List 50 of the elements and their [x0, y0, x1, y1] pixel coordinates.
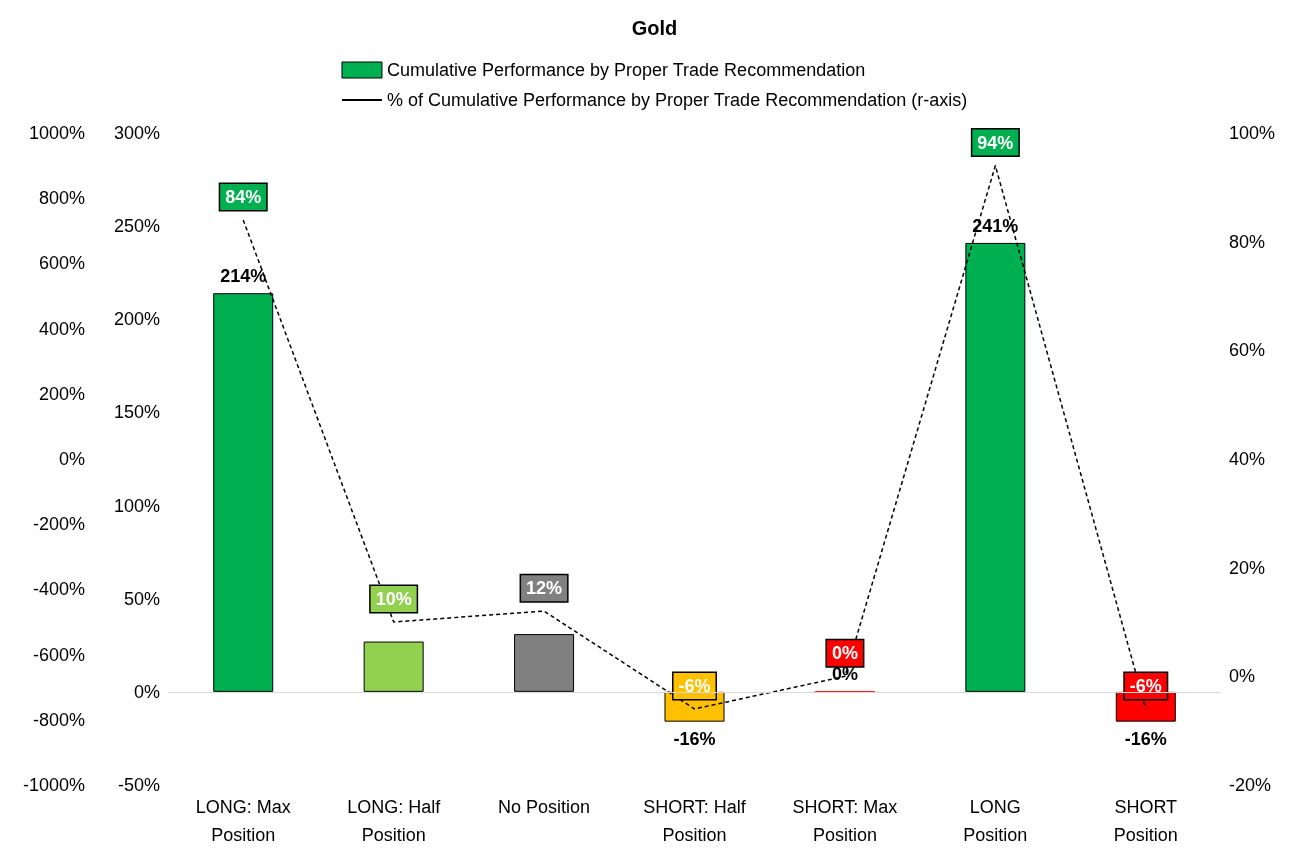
y2-tick-label: 100% — [1229, 123, 1276, 143]
y2-tick-label: 80% — [1229, 231, 1266, 252]
data-label: 0% — [831, 643, 858, 664]
chart-title: Gold — [631, 17, 678, 39]
x-tick-label: LONG: Half Position — [347, 797, 442, 845]
y3-tick-label: -200% — [32, 514, 85, 535]
y-tick-label: 300% — [113, 123, 160, 143]
data-label: -16% — [1124, 728, 1167, 749]
x-tick-label: SHORT: Half Position — [643, 797, 747, 845]
y-tick-label: 0% — [133, 681, 160, 702]
y3-tick-label: 1000% — [28, 123, 85, 143]
y3-tick-label: 600% — [38, 253, 85, 274]
y-tick-label: 50% — [123, 588, 160, 609]
y-tick-label: 250% — [113, 216, 160, 237]
y3-tick-label: 200% — [38, 383, 85, 404]
y3-tick-label: -800% — [32, 709, 85, 730]
y3-tick-label: -400% — [32, 579, 85, 600]
bar — [965, 242, 1026, 692]
legend-label: % of Cumulative Performance by Proper Trade Recommendation (r-axis) — [386, 90, 968, 110]
y2-tick-label: 20% — [1229, 557, 1266, 578]
y3-tick-label: -1000% — [22, 775, 85, 795]
y3-tick-label: 0% — [58, 449, 85, 469]
data-label: -16% — [673, 728, 716, 749]
bar — [363, 641, 424, 692]
data-label: 0% — [831, 664, 858, 685]
x-tick-label: LONG: Max Position — [195, 797, 291, 845]
y3-tick-label: -600% — [32, 644, 85, 665]
y2-tick-label: 40% — [1229, 449, 1266, 469]
y-tick-label: 100% — [113, 495, 160, 516]
y-tick-label: 150% — [113, 402, 160, 423]
y3-tick-label: 400% — [38, 318, 85, 339]
x-tick-label: SHORT: Max Position — [792, 797, 898, 845]
x-tick-label: No Position — [498, 797, 591, 817]
data-label: 84% — [225, 186, 262, 207]
data-label: 94% — [977, 132, 1014, 153]
y2-tick-label: -20% — [1229, 775, 1272, 795]
data-label: 12% — [526, 578, 563, 599]
y-tick-label: -50% — [117, 775, 160, 795]
data-label: -6% — [1129, 675, 1162, 696]
data-label: 214% — [220, 266, 267, 287]
x-tick-label: LONG Position — [963, 797, 1028, 845]
legend-label: Cumulative Performance by Proper Trade Recommendation — [386, 60, 866, 80]
data-label: 10% — [375, 589, 412, 609]
data-label: -6% — [678, 675, 711, 696]
y2-tick-label: 60% — [1229, 340, 1266, 361]
bar — [514, 634, 575, 692]
y2-tick-label: 0% — [1229, 666, 1256, 687]
y3-tick-label: 800% — [38, 188, 85, 209]
y-tick-label: 200% — [113, 309, 160, 330]
x-tick-label: SHORT Position — [1113, 797, 1178, 845]
